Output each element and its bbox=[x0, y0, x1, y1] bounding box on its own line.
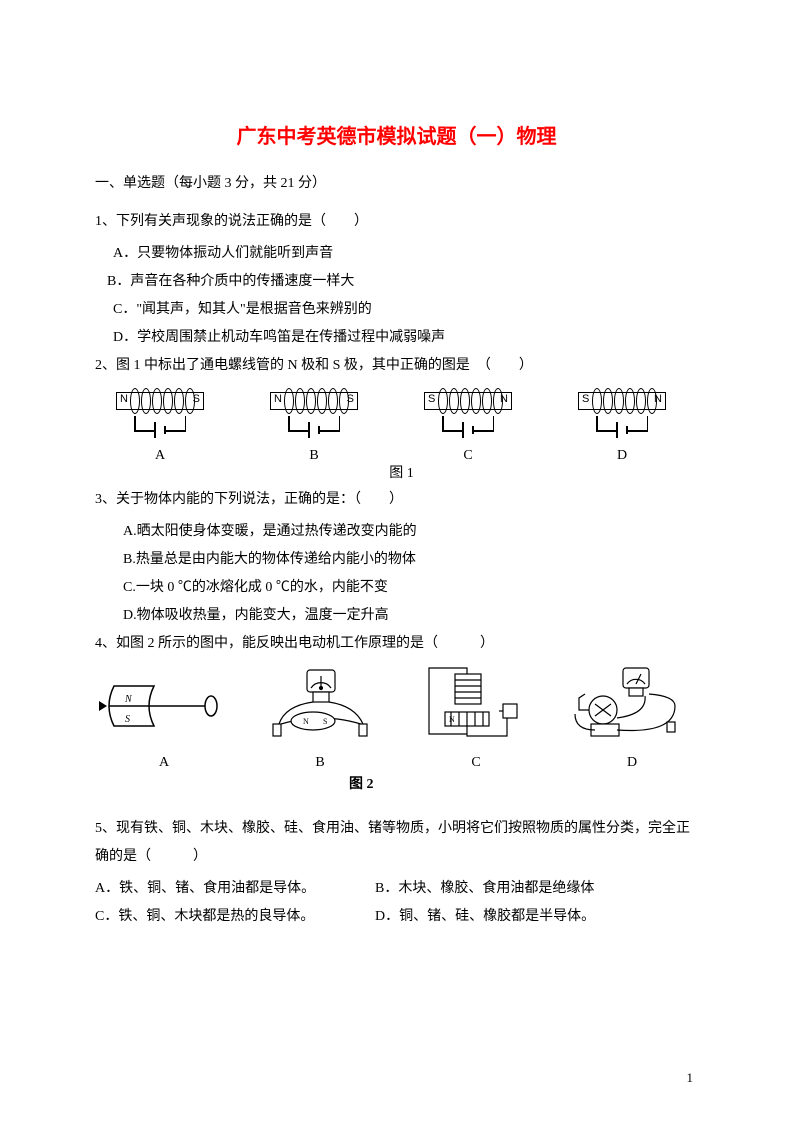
solenoid-b: NSB bbox=[259, 386, 369, 464]
motor-diagram-b: N S B bbox=[255, 666, 385, 771]
figure-letter: B bbox=[255, 755, 385, 771]
section-header: 一、单选题（每小题 3 分，共 21 分） bbox=[95, 171, 698, 196]
figure-1: NSANSBSNCSND 图 1 bbox=[105, 386, 698, 482]
q2-stem: 2、图 1 中标出了通电螺线管的 N 极和 S 极，其中正确的图是 （ ） bbox=[95, 352, 698, 380]
svg-text:S: S bbox=[323, 717, 327, 726]
page-number: 1 bbox=[687, 1070, 694, 1086]
q4-stem: 4、如图 2 所示的图中，能反映出电动机工作原理的是（ ） bbox=[95, 630, 698, 658]
motor-diagram-d: D bbox=[567, 666, 697, 771]
q5-row-1: A．铁、铜、锗、食用油都是导体。 B．木块、橡胶、食用油都是绝缘体 bbox=[95, 875, 698, 903]
svg-text:N: N bbox=[449, 715, 455, 724]
figure-letter: C bbox=[411, 755, 541, 771]
figure-2-caption: 图 2 bbox=[349, 773, 698, 793]
figure-1-caption: 图 1 bbox=[105, 462, 698, 482]
q3-option-a: A.晒太阳使身体变暖，是通过热传递改变内能的 bbox=[95, 518, 698, 546]
q5-stem: 5、现有铁、铜、木块、橡胶、硅、食用油、锗等物质，小明将它们按照物质的属性分类，… bbox=[95, 815, 698, 871]
q3-option-b: B.热量总是由内能大的物体传递给内能小的物体 bbox=[95, 546, 698, 574]
q5-option-b: B．木块、橡胶、食用油都是绝缘体 bbox=[375, 875, 655, 903]
motor-diagram-a: NS A bbox=[99, 666, 229, 771]
q1-option-d: D．学校周围禁止机动车鸣笛是在传播过程中减弱噪声 bbox=[95, 324, 698, 352]
q1-option-b: B．声音在各种介质中的传播速度一样大 bbox=[95, 268, 698, 296]
solenoid-c: SNC bbox=[413, 386, 523, 464]
figure-letter: A bbox=[99, 755, 229, 771]
figure-letter: C bbox=[413, 448, 523, 464]
q5-option-a: A．铁、铜、锗、食用油都是导体。 bbox=[95, 875, 375, 903]
pole-left: N bbox=[274, 393, 282, 405]
pole-left: S bbox=[428, 393, 435, 405]
motor-diagram-c: NC bbox=[411, 666, 541, 771]
solenoid-d: SND bbox=[567, 386, 677, 464]
page-title: 广东中考英德市模拟试题（一）物理 bbox=[95, 120, 698, 149]
figure-2: NSANSBNCD 图 2 bbox=[95, 666, 698, 793]
q1-option-a: A．只要物体振动人们就能听到声音 bbox=[95, 240, 698, 268]
figure-letter: A bbox=[105, 448, 215, 464]
svg-text:N: N bbox=[124, 694, 133, 705]
q1-option-c: C．"闻其声，知其人"是根据音色来辨别的 bbox=[95, 296, 698, 324]
svg-text:S: S bbox=[125, 714, 130, 725]
q1-stem: 1、下列有关声现象的说法正确的是（ ） bbox=[95, 208, 698, 236]
q3-option-c: C.一块 0 ℃的冰熔化成 0 ℃的水，内能不变 bbox=[95, 574, 698, 602]
q5-option-c: C．铁、铜、木块都是热的良导体。 bbox=[95, 903, 375, 931]
figure-letter: D bbox=[567, 755, 697, 771]
pole-left: S bbox=[582, 393, 589, 405]
q5-option-d: D．铜、锗、硅、橡胶都是半导体。 bbox=[375, 903, 655, 931]
pole-left: N bbox=[120, 393, 128, 405]
figure-letter: D bbox=[567, 448, 677, 464]
solenoid-a: NSA bbox=[105, 386, 215, 464]
figure-letter: B bbox=[259, 448, 369, 464]
q3-stem: 3、关于物体内能的下列说法，正确的是：（ ） bbox=[95, 486, 698, 514]
svg-text:N: N bbox=[303, 717, 309, 726]
q3-option-d: D.物体吸收热量，内能变大，温度一定升高 bbox=[95, 602, 698, 630]
q5-row-2: C．铁、铜、木块都是热的良导体。 D．铜、锗、硅、橡胶都是半导体。 bbox=[95, 903, 698, 931]
